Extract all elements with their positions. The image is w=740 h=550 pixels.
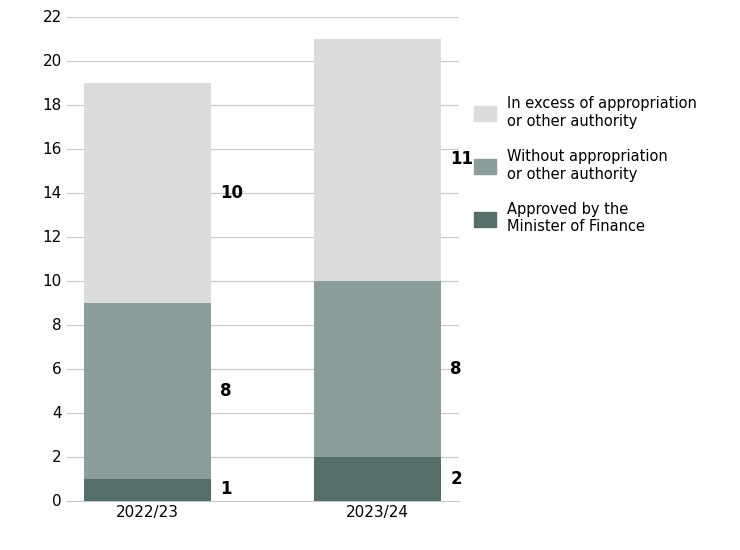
Legend: In excess of appropriation
or other authority, Without appropriation
or other au: In excess of appropriation or other auth…: [474, 96, 697, 234]
Text: 10: 10: [220, 184, 243, 201]
Bar: [314, 39, 441, 280]
Bar: [84, 478, 211, 500]
Text: 8: 8: [450, 360, 462, 377]
Bar: [314, 280, 441, 456]
Text: 1: 1: [220, 481, 232, 498]
Text: 8: 8: [220, 382, 232, 399]
Bar: [84, 82, 211, 302]
Text: 2: 2: [450, 470, 462, 487]
Text: 11: 11: [450, 151, 473, 168]
Bar: [314, 456, 441, 501]
Bar: [84, 302, 211, 478]
